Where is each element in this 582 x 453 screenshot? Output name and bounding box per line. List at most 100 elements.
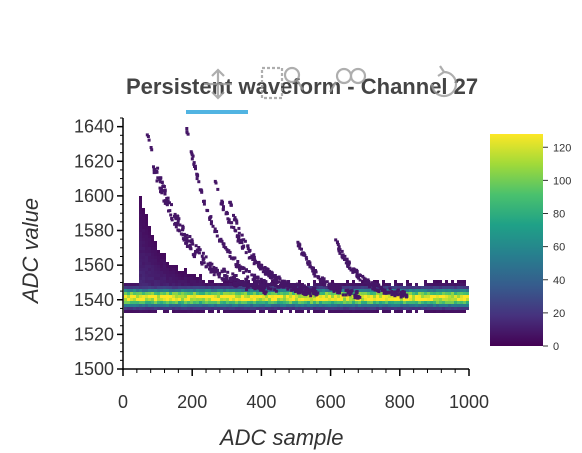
heatmap-cell xyxy=(242,283,246,287)
heatmap-cell xyxy=(151,298,154,301)
reset-icon[interactable] xyxy=(430,65,458,98)
heatmap-cell xyxy=(228,250,232,254)
heatmap-cell xyxy=(200,254,204,258)
heatmap-cell xyxy=(151,289,154,292)
heatmap-cell xyxy=(382,301,385,304)
heatmap-cell xyxy=(368,285,372,289)
heatmap-cell xyxy=(442,292,445,295)
heatmap-cell xyxy=(139,310,142,313)
heatmap-cell xyxy=(295,310,298,313)
heatmap-cell xyxy=(376,307,379,310)
heatmap-cell xyxy=(433,280,436,283)
heatmap-cell xyxy=(295,304,298,307)
heatmap-cell xyxy=(181,307,184,310)
heatmap-cell xyxy=(229,279,233,283)
heatmap-cell xyxy=(319,278,323,282)
heatmap-cell xyxy=(151,274,154,277)
zoom-icon[interactable] xyxy=(329,67,367,93)
heatmap-cell xyxy=(391,304,394,307)
heatmap-cell xyxy=(170,216,174,220)
heatmap-cell xyxy=(460,292,463,295)
heatmap-cell xyxy=(157,283,160,286)
heatmap-cell xyxy=(232,274,236,278)
heatmap-cell xyxy=(439,298,442,301)
heatmap-cell xyxy=(283,301,286,304)
box-zoom-icon[interactable] xyxy=(260,66,284,100)
heatmap-cell xyxy=(262,279,266,283)
heatmap-cell xyxy=(142,304,145,307)
heatmap-cell xyxy=(175,310,178,313)
heatmap-cell xyxy=(263,292,267,296)
heatmap-cell xyxy=(169,304,172,307)
heatmap-cell xyxy=(427,310,430,313)
heatmap-cell xyxy=(152,165,155,169)
heatmap-cell xyxy=(289,283,292,286)
heatmap-cell xyxy=(248,256,252,259)
heatmap-cell xyxy=(334,295,337,298)
heatmap-cell xyxy=(388,301,391,304)
active-tool-indicator xyxy=(186,110,248,114)
heatmap-cell xyxy=(172,289,175,292)
heatmap-cell xyxy=(178,283,181,286)
heatmap-cell xyxy=(337,310,340,313)
heatmap-cell xyxy=(133,295,136,298)
heatmap-cell xyxy=(145,298,148,301)
heatmap-cell xyxy=(163,307,166,310)
heatmap-cell xyxy=(159,187,163,191)
heatmap-cell xyxy=(173,214,176,218)
heatmap-cell xyxy=(241,289,244,292)
heatmap-cell xyxy=(400,310,403,313)
heatmap-cell xyxy=(319,280,323,284)
heatmap-cell xyxy=(445,295,448,298)
heatmap-cell xyxy=(166,271,169,274)
heatmap-cell xyxy=(154,241,157,244)
heatmap-cell xyxy=(268,307,271,310)
heatmap-cell xyxy=(232,310,235,313)
heatmap-cell xyxy=(169,307,172,310)
heatmap-cell xyxy=(229,289,232,292)
heatmap-cell xyxy=(151,265,154,268)
heatmap-cell xyxy=(268,310,271,313)
heatmap-cell xyxy=(376,304,379,307)
heatmap-cell xyxy=(157,292,160,295)
heatmap-cell xyxy=(277,298,280,301)
heatmap-cell xyxy=(251,258,255,261)
heatmap-cell xyxy=(409,304,412,307)
heatmap-cell xyxy=(421,307,424,310)
heatmap-cell xyxy=(427,292,430,295)
heatmap-cell xyxy=(442,301,445,304)
heatmap-cell xyxy=(466,286,469,289)
heatmap-cell xyxy=(439,292,442,295)
heatmap-cell xyxy=(370,281,374,285)
heatmap-cell xyxy=(283,292,286,295)
heatmap-cell xyxy=(352,301,355,304)
heatmap-cell xyxy=(262,298,265,301)
heatmap-cell xyxy=(457,310,460,313)
heatmap-cell xyxy=(202,298,205,301)
heatmap-cell xyxy=(163,280,166,283)
heatmap-cell xyxy=(319,295,322,298)
wheel-zoom-icon[interactable] xyxy=(283,66,304,91)
heatmap-cell xyxy=(139,298,142,301)
heatmap-cell xyxy=(157,274,160,277)
heatmap-cell xyxy=(139,211,142,214)
heatmap-cell xyxy=(433,289,436,292)
heatmap-cell xyxy=(190,301,193,304)
heatmap-cell xyxy=(310,304,313,307)
heatmap-cell xyxy=(160,256,163,259)
heatmap-cell xyxy=(190,289,193,292)
heatmap-cell xyxy=(220,292,223,295)
heatmap-cell xyxy=(205,283,208,286)
heatmap-cell xyxy=(396,289,400,293)
pan-icon[interactable] xyxy=(204,68,232,100)
heatmap-cell xyxy=(246,247,250,251)
heatmap-cell xyxy=(274,310,277,313)
heatmap-cell xyxy=(175,277,178,280)
heatmap-cell xyxy=(445,301,448,304)
heatmap-cell xyxy=(250,255,254,259)
heatmap-cell xyxy=(226,286,229,289)
heatmap-cell xyxy=(301,295,304,298)
heatmap-cell xyxy=(335,284,339,288)
heatmap-cell xyxy=(195,174,199,177)
